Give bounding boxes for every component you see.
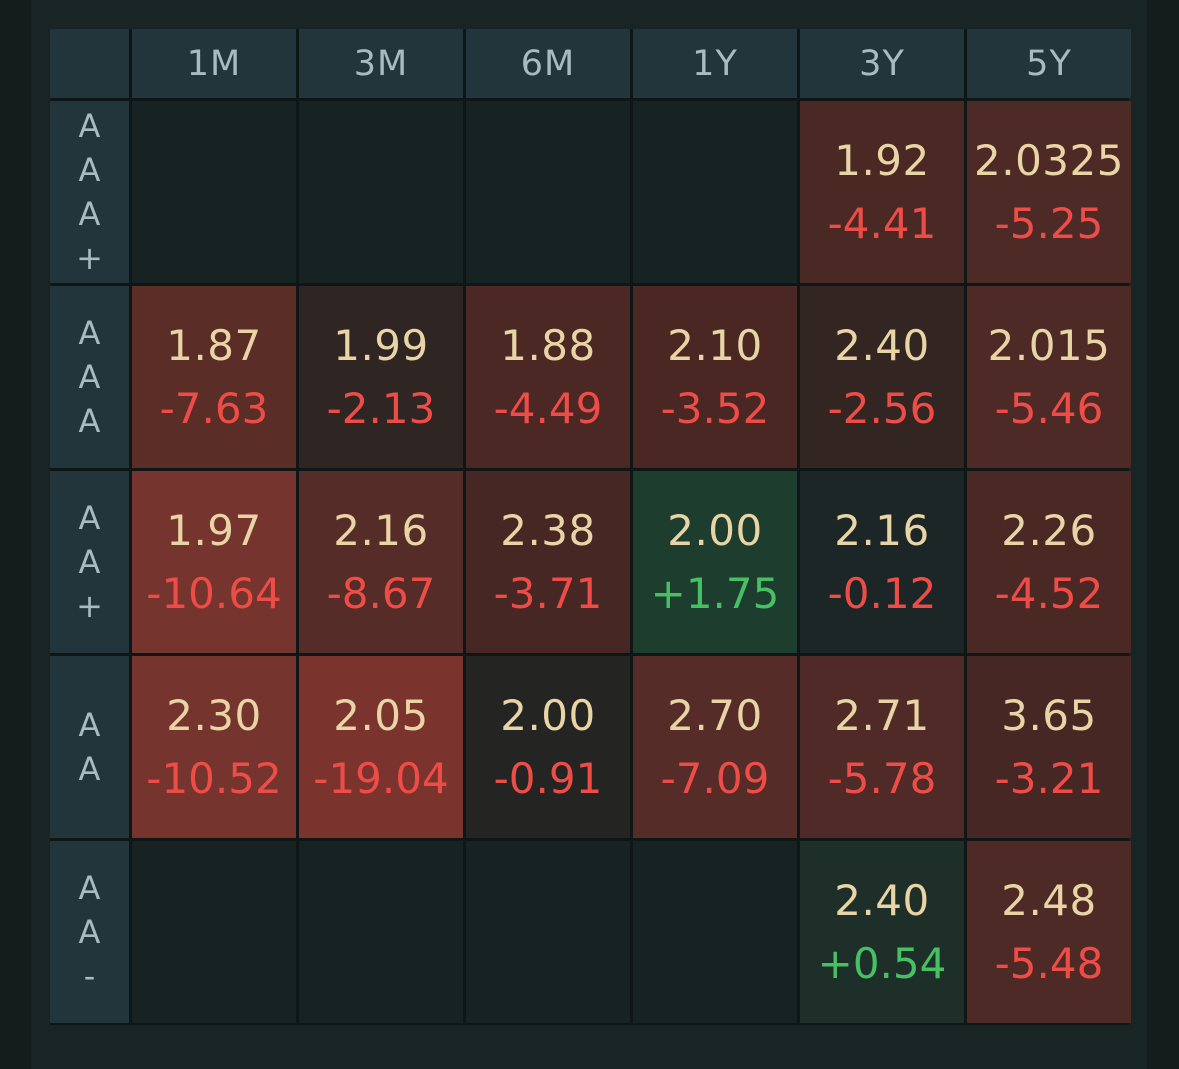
rate-change: -10.52	[146, 753, 282, 803]
rate-cell[interactable]: 2.40 -2.56	[800, 286, 964, 468]
rate-change: +1.75	[650, 568, 780, 618]
rate-change: -5.46	[994, 383, 1104, 433]
rate-cell[interactable]: 2.70 -7.09	[633, 656, 797, 838]
rating-tenor-grid: 1M 3M 6M 1Y 3Y 5Y AAA+ 1.92 -4.41 2.0325 -5.…	[50, 29, 1131, 1025]
rate-change: -0.91	[493, 753, 603, 803]
rate-value: 2.10	[667, 320, 763, 370]
rate-change: -0.12	[827, 568, 937, 618]
row-header[interactable]: AA-	[50, 841, 129, 1023]
rate-cell[interactable]: 2.10 -3.52	[633, 286, 797, 468]
rate-change: -3.21	[994, 753, 1104, 803]
rate-change: -19.04	[313, 753, 449, 803]
rate-cell[interactable]: 1.92 -4.41	[800, 101, 964, 283]
rate-change: -3.71	[493, 568, 603, 618]
rate-value: 2.48	[1001, 875, 1097, 925]
rate-cell[interactable]: 2.00 +1.75	[633, 471, 797, 653]
rate-cell[interactable]: 1.87 -7.63	[132, 286, 296, 468]
rate-cell[interactable]: 1.88 -4.49	[466, 286, 630, 468]
rate-cell[interactable]: 2.00 -0.91	[466, 656, 630, 838]
rate-value: 1.87	[166, 320, 262, 370]
rate-value: 1.88	[500, 320, 596, 370]
rate-change: -7.09	[660, 753, 770, 803]
rate-change: -4.49	[493, 383, 603, 433]
rate-cell[interactable]: 1.99 -2.13	[299, 286, 463, 468]
rate-change: -10.64	[146, 568, 282, 618]
row-header[interactable]: AA+	[50, 471, 129, 653]
rate-value: 1.99	[333, 320, 429, 370]
rate-change: -2.13	[326, 383, 436, 433]
empty-cell	[633, 101, 797, 283]
rate-value: 2.71	[834, 690, 930, 740]
rate-value: 2.30	[166, 690, 262, 740]
column-header[interactable]: 3M	[299, 29, 463, 98]
rate-change: -5.48	[994, 938, 1104, 988]
rate-change: -4.41	[827, 198, 937, 248]
rate-change: -2.56	[827, 383, 937, 433]
rate-cell[interactable]: 2.015 -5.46	[967, 286, 1131, 468]
rate-change: -5.78	[827, 753, 937, 803]
column-header[interactable]: 1Y	[633, 29, 797, 98]
rate-cell[interactable]: 2.38 -3.71	[466, 471, 630, 653]
rate-value: 2.16	[333, 505, 429, 555]
rate-value: 2.00	[500, 690, 596, 740]
rate-value: 2.38	[500, 505, 596, 555]
rate-change: +0.54	[817, 938, 947, 988]
rate-value: 2.70	[667, 690, 763, 740]
rate-value: 1.97	[166, 505, 262, 555]
rate-change: -5.25	[994, 198, 1104, 248]
row-header-label: AAA+	[76, 107, 103, 277]
rate-change: -3.52	[660, 383, 770, 433]
rate-value: 2.40	[834, 320, 930, 370]
grid-corner	[50, 29, 129, 98]
row-header-label: AA-	[78, 869, 101, 995]
rate-value: 2.40	[834, 875, 930, 925]
empty-cell	[466, 841, 630, 1023]
rate-cell[interactable]: 2.05 -19.04	[299, 656, 463, 838]
rate-value: 2.16	[834, 505, 930, 555]
rate-cell[interactable]: 2.40 +0.54	[800, 841, 964, 1023]
rate-cell[interactable]: 2.26 -4.52	[967, 471, 1131, 653]
row-header[interactable]: AAA	[50, 286, 129, 468]
rate-value: 2.26	[1001, 505, 1097, 555]
rate-cell[interactable]: 2.16 -0.12	[800, 471, 964, 653]
row-header-label: AA	[78, 706, 101, 788]
rate-cell[interactable]: 2.48 -5.48	[967, 841, 1131, 1023]
rate-cell[interactable]: 1.97 -10.64	[132, 471, 296, 653]
row-header-label: AA+	[76, 499, 103, 625]
rate-change: -8.67	[326, 568, 436, 618]
column-header[interactable]: 1M	[132, 29, 296, 98]
empty-cell	[299, 841, 463, 1023]
rate-cell[interactable]: 2.16 -8.67	[299, 471, 463, 653]
rate-value: 2.015	[987, 320, 1111, 370]
column-header[interactable]: 6M	[466, 29, 630, 98]
column-header[interactable]: 5Y	[967, 29, 1131, 98]
rate-cell[interactable]: 2.30 -10.52	[132, 656, 296, 838]
rate-value: 2.0325	[974, 135, 1124, 185]
rate-change: -7.63	[159, 383, 269, 433]
row-header[interactable]: AA	[50, 656, 129, 838]
rate-value: 3.65	[1001, 690, 1097, 740]
rate-cell[interactable]: 3.65 -3.21	[967, 656, 1131, 838]
rate-cell[interactable]: 2.71 -5.78	[800, 656, 964, 838]
empty-cell	[466, 101, 630, 283]
rate-cell[interactable]: 2.0325 -5.25	[967, 101, 1131, 283]
column-header[interactable]: 3Y	[800, 29, 964, 98]
rate-value: 2.05	[333, 690, 429, 740]
empty-cell	[132, 841, 296, 1023]
rate-change: -4.52	[994, 568, 1104, 618]
empty-cell	[299, 101, 463, 283]
row-header-label: AAA	[78, 314, 101, 440]
empty-cell	[132, 101, 296, 283]
row-header[interactable]: AAA+	[50, 101, 129, 283]
empty-cell	[633, 841, 797, 1023]
rate-value: 1.92	[834, 135, 930, 185]
rate-value: 2.00	[667, 505, 763, 555]
